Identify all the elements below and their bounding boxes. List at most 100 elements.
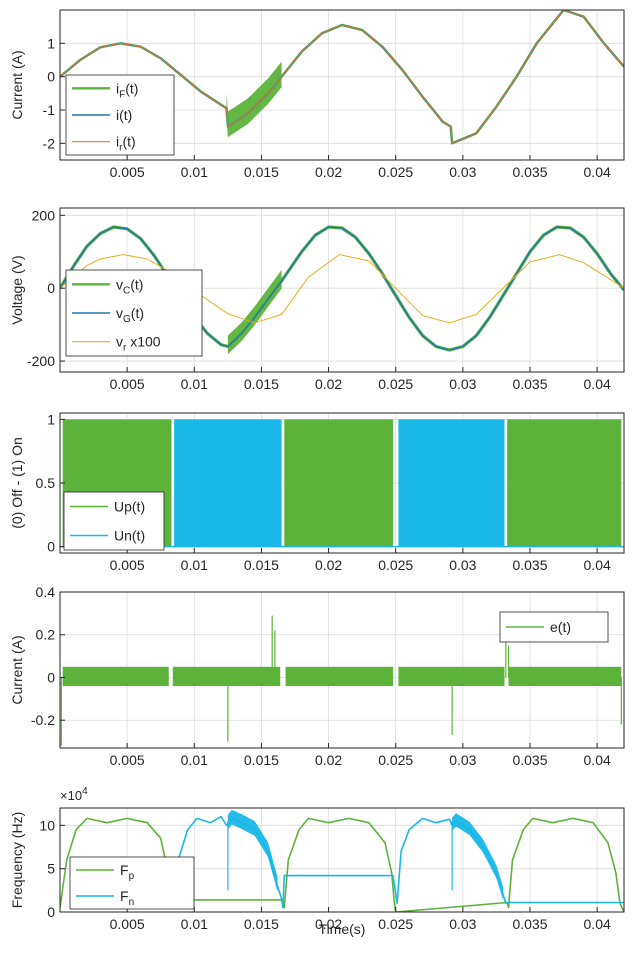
ripple-band — [172, 666, 281, 687]
x-tick-label: 0.03 — [449, 376, 476, 392]
x-tick-label: 0.04 — [584, 164, 611, 180]
series-line-i_r(t) — [60, 10, 624, 144]
legend-text: v — [116, 334, 123, 350]
legend-text: i — [116, 134, 119, 150]
legend-text: x100 — [126, 334, 160, 350]
x-tick-label: 0.015 — [244, 164, 279, 180]
legend-text: (t) — [131, 305, 144, 321]
axes-frame — [59, 591, 625, 749]
legend-label: Un(t) — [114, 528, 145, 544]
legend: Fp Fn — [69, 856, 195, 910]
ripple-band — [508, 666, 622, 687]
x-axis-label: Time(s) — [319, 921, 366, 937]
y-tick-label: -0.2 — [31, 712, 55, 728]
series-line-v_r x100 — [60, 254, 624, 324]
y-tick-label: 1 — [47, 35, 55, 51]
x-tick-label: 0.02 — [315, 557, 342, 573]
y-tick-label: 200 — [32, 207, 56, 223]
axis-multiplier: ×104 — [60, 786, 88, 803]
legend-label: vG(t) — [116, 305, 144, 325]
x-tick-label: 0.02 — [315, 752, 342, 768]
x-tick-label: 0.015 — [244, 916, 279, 932]
series-line-F_n — [173, 815, 624, 909]
x-tick-label: 0.03 — [449, 164, 476, 180]
legend-text: F — [120, 888, 129, 904]
legend-text: (t) — [125, 80, 138, 96]
x-tick-label: 0.005 — [110, 916, 145, 932]
legend-text: (t) — [130, 276, 143, 292]
x-tick-label: 0.035 — [512, 376, 547, 392]
y-tick-label: 0 — [47, 669, 55, 685]
legend-label: ir(t) — [116, 134, 136, 154]
legend-label: vC(t) — [116, 276, 143, 296]
legend: vC(t)vG(t)vr x100 — [65, 269, 203, 357]
legend-label: e(t) — [550, 619, 571, 635]
axes-frame — [59, 9, 625, 161]
y-axis-label: (0) Off - (1) On — [9, 437, 25, 529]
y-tick-label: 10 — [39, 817, 55, 833]
legend-subscript: G — [123, 314, 131, 325]
x-tick-label: 0.025 — [378, 376, 413, 392]
ripple-band — [285, 666, 394, 687]
series-line-v_G(t) — [60, 226, 624, 351]
ticks — [60, 418, 598, 553]
legend-text: e(t) — [550, 619, 571, 635]
x-tick-label: 0.04 — [584, 557, 611, 573]
y-tick-label: 1 — [47, 411, 55, 427]
x-tick-label: 0.005 — [110, 752, 145, 768]
legend-label: vr x100 — [116, 334, 161, 354]
ticks — [60, 591, 598, 748]
series-line-F_p — [60, 817, 624, 912]
y-tick-label: 0 — [47, 69, 55, 85]
chart-panel-1: 0.005 0.01 0.015 0.02 0.025 0.03 0.035 0.04 -2 -1… — [9, 9, 625, 180]
legend-text: Up(t) — [114, 499, 145, 515]
legend-label: Fn — [120, 888, 134, 908]
multiplier-exp: 4 — [82, 786, 88, 797]
legend-text: F — [120, 862, 129, 878]
legend-text: Un(t) — [114, 528, 145, 544]
y-axis-label: Frequency (Hz) — [9, 812, 25, 908]
chart-panel-4: 0.005 0.01 0.015 0.02 0.025 0.03 0.035 0.04 -0.2… — [9, 584, 625, 768]
y-axis-label: Current (A) — [9, 635, 25, 704]
x-tick-label: 0.02 — [315, 164, 342, 180]
x-tick-label: 0.02 — [315, 376, 342, 392]
legend-label: Up(t) — [114, 499, 145, 515]
ripple-band — [62, 666, 169, 687]
x-tick-label: 0.01 — [181, 916, 208, 932]
x-tick-label: 0.005 — [110, 557, 145, 573]
x-tick-label: 0.03 — [449, 752, 476, 768]
legend-subscript: F — [119, 89, 125, 100]
legend-subscript: r — [123, 343, 127, 354]
x-tick-label: 0.01 — [181, 376, 208, 392]
y-tick-label: -2 — [43, 135, 56, 151]
on-interval-Up(t) — [284, 419, 394, 547]
y-tick-label: 0.4 — [36, 584, 56, 600]
legend-label: Fp — [120, 862, 135, 882]
y-tick-label: 0.5 — [36, 475, 56, 491]
legend-text: v — [116, 276, 123, 292]
y-tick-label: 5 — [47, 861, 55, 877]
legend-box — [63, 491, 165, 551]
x-tick-label: 0.01 — [181, 164, 208, 180]
legend-subscript: p — [129, 871, 135, 882]
legend-text: (t) — [122, 134, 135, 150]
chart-panel-5: 0.005 0.01 0.015 0.02 0.025 0.03 0.035 0.04 0 5 10… — [9, 786, 625, 932]
legend: iF(t)i(t)ir(t) — [65, 74, 175, 156]
y-tick-label: -1 — [43, 102, 56, 118]
y-axis-label: Current (A) — [9, 50, 25, 119]
on-interval-Un(t) — [398, 419, 505, 547]
x-tick-label: 0.025 — [378, 916, 413, 932]
ripple-band — [398, 666, 505, 687]
data-layer — [60, 10, 624, 145]
x-tick-label: 0.015 — [244, 752, 279, 768]
axes-frame — [59, 807, 625, 913]
y-tick-label: -200 — [27, 353, 55, 369]
ticks — [60, 214, 598, 372]
x-tick-label: 0.04 — [584, 752, 611, 768]
x-tick-label: 0.025 — [378, 164, 413, 180]
x-tick-label: 0.035 — [512, 752, 547, 768]
legend-text: i — [116, 80, 119, 96]
data-layer — [60, 225, 624, 355]
legend-subscript: r — [119, 143, 123, 154]
